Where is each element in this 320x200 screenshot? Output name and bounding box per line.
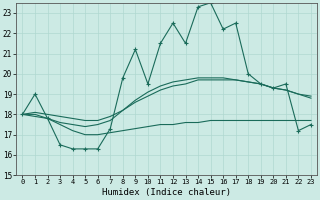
X-axis label: Humidex (Indice chaleur): Humidex (Indice chaleur) <box>102 188 231 197</box>
